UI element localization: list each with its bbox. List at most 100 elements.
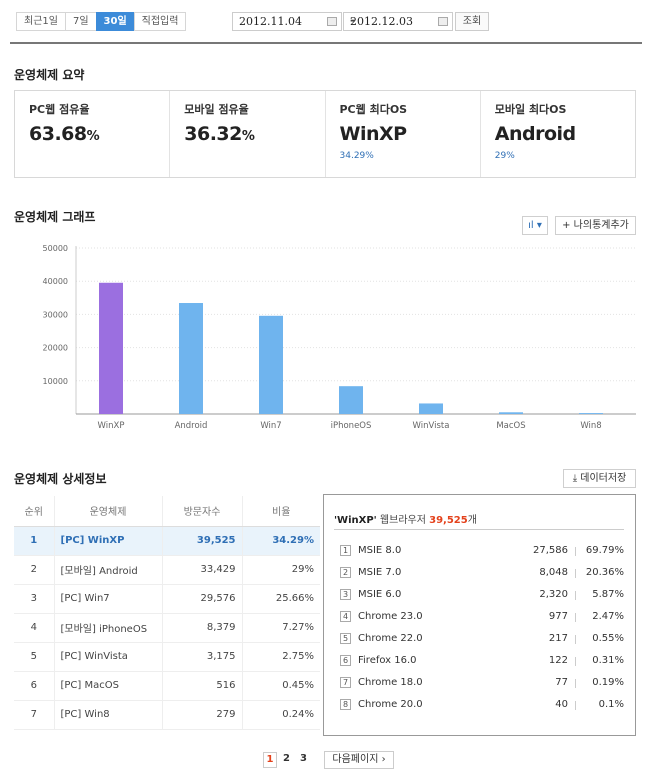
browser-row: 8 Chrome 20.0 40 0.1% [340, 699, 624, 713]
bar-win8 [579, 413, 603, 414]
card-pc-share: PC웹 점유율 63.68% [15, 91, 171, 177]
header-rank: 순위 [14, 496, 55, 527]
end-date-value: 2012.12.03 [350, 15, 413, 28]
header-ratio: 비율 [242, 496, 320, 527]
header-visits: 방문자수 [162, 496, 243, 527]
table-row[interactable]: 1 [PC] WinXP 39,525 34.29% [14, 526, 320, 556]
row-os: [PC] Win7 [54, 584, 163, 614]
search-button[interactable]: 조회 [455, 12, 489, 31]
row-os: [PC] WinVista [54, 642, 163, 672]
table-header: 순위 운영체제 방문자수 비율 [14, 496, 320, 527]
browser-row: 7 Chrome 18.0 77 0.19% [340, 677, 624, 691]
table-row[interactable]: 2 [모바일] Android 33,429 29% [14, 555, 320, 585]
row-os: [PC] Win8 [54, 700, 163, 730]
row-ratio: 0.24% [242, 700, 320, 730]
row-ratio: 25.66% [242, 584, 320, 614]
tab-custom-input[interactable]: 직접입력 [133, 12, 187, 31]
browser-row: 2 MSIE 7.0 8,048 20.36% [340, 567, 624, 581]
x-tick-label: iPhoneOS [331, 421, 372, 431]
chart-type-button[interactable]: ıl ▾ [522, 216, 548, 235]
row-visits: 516 [162, 671, 243, 701]
browser-panel: 'WinXP' 웹브라우저 39,525개 1 MSIE 8.0 27,586 69.… [323, 494, 636, 736]
x-tick-label: Win7 [260, 421, 281, 431]
page-current[interactable]: 1 [263, 752, 277, 768]
card-label: 모바일 점유율 [184, 103, 249, 116]
bar-macos [499, 412, 523, 414]
x-tick-label: WinXP [98, 421, 125, 431]
row-os: [모바일] Android [54, 555, 163, 585]
x-tick-label: Android [175, 421, 208, 431]
y-tick-label: 20000 [43, 344, 68, 353]
add-stat-button[interactable]: + 나의통계추가 [555, 216, 636, 235]
start-date-value: 2012.11.04 [239, 15, 302, 28]
browser-row: 3 MSIE 6.0 2,320 5.87% [340, 589, 624, 603]
row-ratio: 29% [242, 555, 320, 585]
table-row[interactable]: 7 [PC] Win8 279 0.24% [14, 700, 320, 730]
row-visits: 29,576 [162, 584, 243, 614]
row-visits: 33,429 [162, 555, 243, 585]
table-row[interactable]: 3 [PC] Win7 29,576 25.66% [14, 584, 320, 614]
period-bar: 최근1일 7일 30일 직접입력 2012.11.04 - 2012.12.03… [10, 10, 640, 44]
page-link[interactable]: 2 [283, 753, 290, 764]
table-row[interactable]: 6 [PC] MacOS 516 0.45% [14, 671, 320, 701]
card-sub: 34.29% [339, 151, 374, 161]
card-pc-top-os: PC웹 최다OS WinXP 34.29% [326, 91, 481, 177]
next-page-button[interactable]: 다음페이지 › [324, 751, 394, 769]
row-rank: 6 [14, 671, 55, 701]
row-os: [PC] MacOS [54, 671, 163, 701]
tab-30-days[interactable]: 30일 [95, 12, 135, 31]
card-mobile-top-os: 모바일 최다OS Android 29% [481, 91, 635, 177]
save-data-button[interactable]: ⤓ 데이터저장 [563, 469, 636, 488]
summary-title: 운영체제 요약 [14, 68, 85, 82]
browser-panel-heading: 'WinXP' 웹브라우저 39,525개 [334, 515, 477, 526]
row-ratio: 2.75% [242, 642, 320, 672]
tab-7-days[interactable]: 7일 [64, 12, 97, 31]
y-tick-label: 30000 [43, 310, 68, 319]
bar-winvista [419, 403, 443, 414]
y-tick-label: 40000 [43, 277, 68, 286]
start-date-field[interactable]: 2012.11.04 [232, 12, 342, 31]
table-row[interactable]: 4 [모바일] iPhoneOS 8,379 7.27% [14, 613, 320, 643]
card-label: 모바일 최다OS [494, 103, 567, 116]
card-value: 63.68% [29, 123, 100, 145]
card-label: PC웹 점유율 [29, 103, 90, 116]
calendar-icon[interactable] [438, 17, 448, 26]
row-ratio: 7.27% [242, 613, 320, 643]
divider [334, 529, 624, 530]
date-separator: - [350, 13, 355, 27]
card-value: WinXP [339, 123, 408, 145]
row-visits: 279 [162, 700, 243, 730]
x-tick-label: Win8 [580, 421, 601, 431]
row-visits: 39,525 [162, 526, 243, 556]
browser-row: 4 Chrome 23.0 977 2.47% [340, 611, 624, 625]
row-os: [PC] WinXP [54, 526, 163, 556]
card-sub: 29% [494, 151, 515, 161]
row-visits: 3,175 [162, 642, 243, 672]
card-mobile-share: 모바일 점유율 36.32% [170, 91, 326, 177]
row-rank: 3 [14, 584, 55, 614]
calendar-icon[interactable] [327, 17, 337, 26]
tab-last-1-day[interactable]: 최근1일 [16, 12, 66, 31]
card-value: 36.32% [184, 123, 255, 145]
header-os: 운영체제 [54, 496, 163, 527]
browser-row: 6 Firefox 16.0 122 0.31% [340, 655, 624, 669]
row-os: [모바일] iPhoneOS [54, 613, 163, 643]
row-rank: 4 [14, 613, 55, 643]
browser-row: 5 Chrome 22.0 217 0.55% [340, 633, 624, 647]
row-rank: 7 [14, 700, 55, 730]
card-label: PC웹 최다OS [339, 103, 408, 116]
divider [10, 42, 642, 44]
end-date-field[interactable]: 2012.12.03 [343, 12, 453, 31]
browser-row: 1 MSIE 8.0 27,586 69.79% [340, 545, 624, 559]
y-tick-label: 10000 [43, 377, 68, 386]
x-tick-label: MacOS [496, 421, 525, 431]
graph-title: 운영체제 그래프 [14, 210, 96, 224]
row-rank: 2 [14, 555, 55, 585]
bar-android [179, 303, 203, 414]
os-detail-table: 순위 운영체제 방문자수 비율 1 [PC] WinXP 39,525 34.2… [14, 496, 320, 730]
row-ratio: 34.29% [242, 526, 320, 556]
page-link[interactable]: 3 [300, 753, 307, 764]
card-value: Android [494, 123, 576, 145]
summary-cards: PC웹 점유율 63.68% 모바일 점유율 36.32% PC웹 최다OS W… [14, 90, 636, 178]
table-row[interactable]: 5 [PC] WinVista 3,175 2.75% [14, 642, 320, 672]
